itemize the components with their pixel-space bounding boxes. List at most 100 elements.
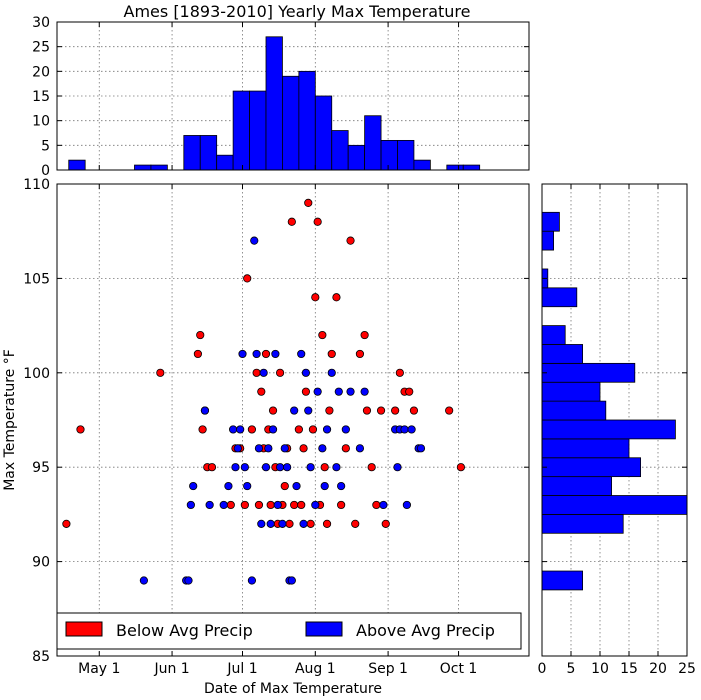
scatter-point-below-avg xyxy=(275,368,285,377)
right-histogram-bars xyxy=(541,211,688,591)
scatter-point-above-avg xyxy=(264,444,273,453)
scatter-point-above-avg xyxy=(283,463,292,472)
scatter-point-above-avg xyxy=(189,481,198,491)
scatter-point-below-avg xyxy=(391,406,400,415)
scatter-point-above-avg xyxy=(240,463,249,472)
top-histogram-bar xyxy=(364,115,382,171)
top-histogram-bar xyxy=(216,154,234,171)
scatter-point-above-avg xyxy=(252,349,261,359)
scatter-point-above-avg xyxy=(400,425,409,434)
scatter-point-below-avg xyxy=(313,217,322,226)
scatter-point-above-avg xyxy=(259,368,268,377)
top-histogram-y-tick-label: 5 xyxy=(41,138,50,154)
scatter-point-below-avg xyxy=(308,425,318,434)
right-histogram-bar xyxy=(541,325,566,345)
scatter-point-above-avg xyxy=(280,444,289,453)
top-histogram-bar xyxy=(397,139,415,171)
scatter-y-tick-label: 95 xyxy=(32,460,50,476)
top-histogram-bar xyxy=(282,75,300,171)
scatter-point-below-avg xyxy=(247,425,257,434)
scatter-x-tick-label: Jun 1 xyxy=(153,661,189,677)
scatter-point-above-avg xyxy=(355,444,365,453)
scatter-point-above-avg xyxy=(346,387,355,396)
scatter-point-below-avg xyxy=(240,500,249,510)
scatter-point-below-avg xyxy=(226,500,235,510)
scatter-point-below-avg xyxy=(318,330,327,340)
scatter-point-above-avg xyxy=(247,576,257,585)
scatter-point-below-avg xyxy=(76,425,85,434)
top-histogram-y-tick-label: 10 xyxy=(32,114,50,130)
scatter-y-tick-label: 90 xyxy=(32,555,50,571)
top-histogram-y-tick-label: 25 xyxy=(32,40,50,56)
scatter-point-above-avg xyxy=(184,576,193,585)
scatter-point-above-avg xyxy=(407,425,416,434)
legend-swatch-below xyxy=(65,621,103,637)
scatter-y-tick-label: 110 xyxy=(23,177,50,193)
scatter-point-above-avg xyxy=(292,481,301,491)
scatter-point-above-avg xyxy=(290,406,299,415)
right-histogram-bar xyxy=(541,419,676,440)
scatter-point-below-avg xyxy=(325,406,334,415)
top-histogram-bar xyxy=(462,164,481,171)
scatter-point-below-avg xyxy=(351,519,360,528)
right-histogram-bar xyxy=(541,362,636,383)
top-histogram-bar xyxy=(199,135,218,171)
scatter-point-below-avg xyxy=(287,217,296,226)
scatter-point-above-avg xyxy=(278,519,287,528)
scatter-point-below-avg xyxy=(252,368,261,377)
scatter-point-above-avg xyxy=(334,387,343,396)
legend-label-below: Below Avg Precip xyxy=(116,621,253,640)
scatter-point-below-avg xyxy=(376,406,386,415)
scatter-point-below-avg xyxy=(196,330,205,340)
right-histogram-bar xyxy=(541,381,601,402)
top-histogram-bar xyxy=(446,164,464,171)
top-histogram-bar xyxy=(249,90,267,171)
scatter-point-above-avg xyxy=(229,425,238,434)
scatter-point-below-avg xyxy=(207,463,217,472)
y-axis-label: Max Temperature °F xyxy=(2,349,18,491)
scatter-point-above-avg xyxy=(360,387,369,396)
scatter-point-below-avg xyxy=(320,463,329,472)
scatter-point-below-avg xyxy=(266,500,275,510)
scatter-point-below-avg xyxy=(290,500,299,510)
top-histogram-bar xyxy=(298,70,316,171)
scatter-point-below-avg xyxy=(301,387,311,396)
chart-title: Ames [1893-2010] Yearly Max Temperature xyxy=(124,2,471,21)
scatter-point-above-avg xyxy=(287,576,296,585)
top-histogram-bar xyxy=(380,139,398,171)
right-histogram-bar xyxy=(541,476,612,496)
scatter-point-below-avg xyxy=(341,444,350,453)
scatter-point-below-avg xyxy=(304,198,313,207)
right-histogram-bar xyxy=(541,287,578,308)
right-histogram-bar xyxy=(541,457,641,478)
scatter-point-below-avg xyxy=(257,387,266,396)
scatter-point-below-avg xyxy=(311,293,320,302)
scatter-plot: 85 90 95 100 105 110 May 1 Jun 1 Jul 1 Aug 1 Sep … xyxy=(23,177,530,677)
scatter-point-below-avg xyxy=(299,444,308,453)
right-histogram-bar xyxy=(541,211,560,232)
legend-label-above: Above Avg Precip xyxy=(356,621,495,640)
scatter-point-above-avg xyxy=(304,406,313,415)
scatter-point-above-avg xyxy=(271,349,280,359)
top-histogram: 0 5 10 15 20 25 30 xyxy=(32,15,530,179)
top-histogram-bar xyxy=(331,130,349,171)
scatter-point-below-avg xyxy=(372,500,381,510)
scatter-point-below-avg xyxy=(362,406,372,415)
top-histogram-bars xyxy=(68,36,481,171)
scatter-point-above-avg xyxy=(236,425,245,434)
scatter-point-above-avg xyxy=(393,463,402,472)
top-histogram-x-ticks xyxy=(98,22,460,170)
scatter-y-tick-label: 85 xyxy=(32,649,50,665)
scatter-point-above-avg xyxy=(254,444,264,453)
scatter-point-below-avg xyxy=(268,406,278,415)
right-histogram-bar xyxy=(541,514,624,534)
top-histogram-bar xyxy=(68,159,86,171)
scatter-point-above-avg xyxy=(416,444,426,453)
scatter-point-above-avg xyxy=(301,368,311,377)
scatter-point-above-avg xyxy=(320,481,329,491)
scatter-point-below-avg xyxy=(294,425,303,434)
right-histogram: 0 5 10 15 20 25 xyxy=(538,183,696,677)
top-histogram-bar xyxy=(150,164,168,171)
scatter-point-above-avg xyxy=(233,444,242,453)
